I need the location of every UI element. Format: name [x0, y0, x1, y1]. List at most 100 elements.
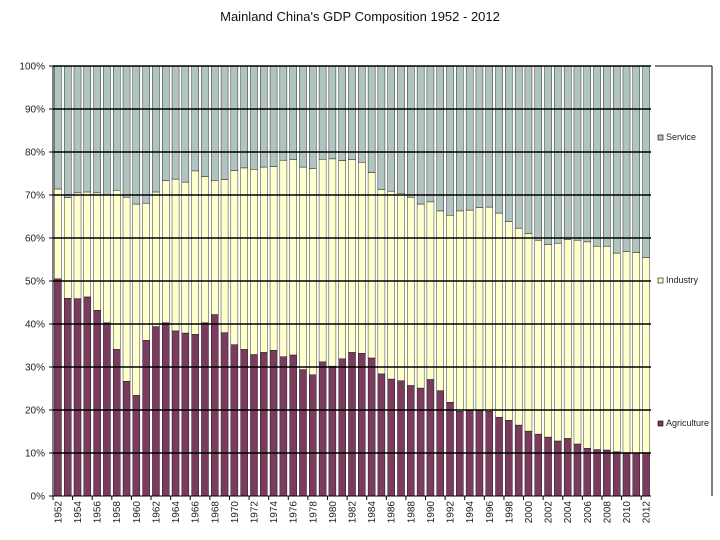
bar-agriculture-1988 [407, 385, 415, 497]
x-tick-label: 1964 [171, 501, 182, 524]
bar-service-1955 [83, 65, 92, 193]
bar-service-1999 [514, 65, 523, 229]
bar-agriculture-2008 [603, 449, 611, 497]
x-tick-label: 1980 [328, 501, 339, 524]
bar-service-1954 [73, 65, 82, 194]
x-tick-label: 1994 [465, 501, 476, 524]
bar-industry-1988 [407, 196, 415, 386]
bar-agriculture-1972 [250, 354, 258, 497]
y-tick-label: 60% [25, 234, 45, 245]
bar-agriculture-2010 [622, 452, 631, 497]
bar-industry-1968 [211, 180, 219, 315]
bar-service-1972 [250, 65, 258, 170]
bar-industry-1963 [162, 180, 170, 323]
x-tick-label: 1960 [132, 501, 143, 524]
legend: Service Industry Agriculture [655, 65, 713, 496]
legend-label-service: Service [666, 132, 696, 142]
bar-service-1980 [328, 65, 337, 160]
bar-agriculture-1964 [171, 330, 180, 497]
x-tick-label: 1972 [249, 501, 260, 524]
bar-agriculture-1974 [269, 350, 278, 497]
bar-service-1966 [191, 65, 199, 172]
x-tick-label: 1974 [269, 501, 280, 524]
bar-industry-2002 [544, 244, 552, 438]
bar-service-1975 [279, 65, 288, 161]
bar-agriculture-1958 [112, 349, 121, 497]
bar-industry-1970 [230, 170, 239, 345]
bar-agriculture-1985 [377, 373, 386, 497]
bar-industry-1992 [446, 215, 454, 403]
bar-agriculture-1987 [397, 380, 405, 497]
bar-industry-1989 [416, 203, 425, 389]
bar-industry-2008 [603, 245, 611, 451]
bar-agriculture-1953 [63, 298, 72, 497]
bar-service-1958 [112, 65, 121, 191]
bar-service-2009 [612, 65, 621, 254]
y-axis-tick-labels: 0% 10% 20% 30% 40% 50% 60% 70% 80% 90% 100% [19, 62, 45, 503]
x-tick-label: 1954 [73, 501, 84, 524]
bar-service-1989 [416, 65, 425, 205]
bar-agriculture-2005 [573, 443, 582, 497]
bar-service-1995 [475, 65, 484, 208]
bar-industry-1987 [397, 193, 405, 381]
gridlines [53, 65, 651, 454]
bar-service-2000 [524, 65, 533, 234]
bar-service-2005 [573, 65, 582, 241]
bar-industry-1969 [220, 179, 229, 333]
bar-industry-1964 [171, 178, 180, 332]
bar-service-1957 [103, 65, 111, 196]
bar-agriculture-1983 [358, 353, 366, 497]
bar-industry-1952 [54, 188, 62, 280]
bar-service-2001 [534, 65, 542, 241]
x-tick-label: 2002 [544, 501, 555, 524]
bar-industry-1986 [387, 190, 395, 380]
bar-industry-1974 [269, 166, 278, 351]
x-tick-label: 2000 [524, 501, 535, 524]
bar-industry-1979 [318, 159, 327, 363]
bar-industry-1978 [309, 168, 317, 375]
bar-agriculture-1978 [309, 374, 317, 497]
bar-industry-1993 [456, 210, 464, 412]
bar-service-1970 [230, 65, 239, 171]
x-tick-label: 1952 [53, 501, 64, 524]
bar-agriculture-1969 [220, 332, 229, 497]
bar-agriculture-1984 [367, 357, 376, 497]
bar-industry-1980 [328, 158, 337, 367]
legend-swatch-agriculture [657, 420, 664, 427]
x-tick-label: 1982 [348, 501, 359, 524]
bar-service-1996 [485, 65, 493, 208]
legend-swatch-industry [657, 277, 664, 284]
bar-agriculture-1976 [289, 354, 297, 497]
x-tick-label: 1990 [426, 501, 437, 524]
bar-industry-2000 [524, 233, 533, 432]
bar-agriculture-2002 [544, 436, 552, 497]
x-tick-label: 2010 [622, 501, 633, 524]
bar-agriculture-1982 [348, 352, 356, 497]
bar-service-1991 [436, 65, 444, 212]
bar-service-1969 [220, 65, 229, 180]
bar-agriculture-2001 [534, 433, 542, 497]
bar-industry-1965 [181, 181, 190, 334]
bar-agriculture-1991 [436, 390, 444, 497]
x-tick-label: 1962 [151, 501, 162, 524]
y-tick-label: 70% [25, 191, 45, 202]
bar-agriculture-2003 [554, 440, 562, 497]
bar-service-1978 [309, 65, 317, 169]
bar-agriculture-1968 [211, 314, 219, 497]
x-tick-label: 1956 [93, 501, 104, 524]
bar-service-2010 [622, 65, 631, 252]
bar-service-2002 [544, 65, 552, 245]
bar-agriculture-1980 [328, 365, 337, 497]
bar-agriculture-1973 [260, 352, 268, 497]
y-tick-label: 100% [19, 62, 45, 73]
bar-industry-1998 [505, 221, 513, 421]
bar-service-2003 [554, 65, 562, 244]
bar-industry-1958 [112, 190, 121, 350]
bar-agriculture-1954 [73, 298, 82, 497]
bar-industry-1972 [250, 168, 258, 355]
bar-agriculture-1952 [54, 278, 62, 497]
bar-service-1984 [367, 65, 376, 173]
bar-industry-2009 [612, 252, 621, 452]
bar-industry-2004 [563, 239, 572, 439]
